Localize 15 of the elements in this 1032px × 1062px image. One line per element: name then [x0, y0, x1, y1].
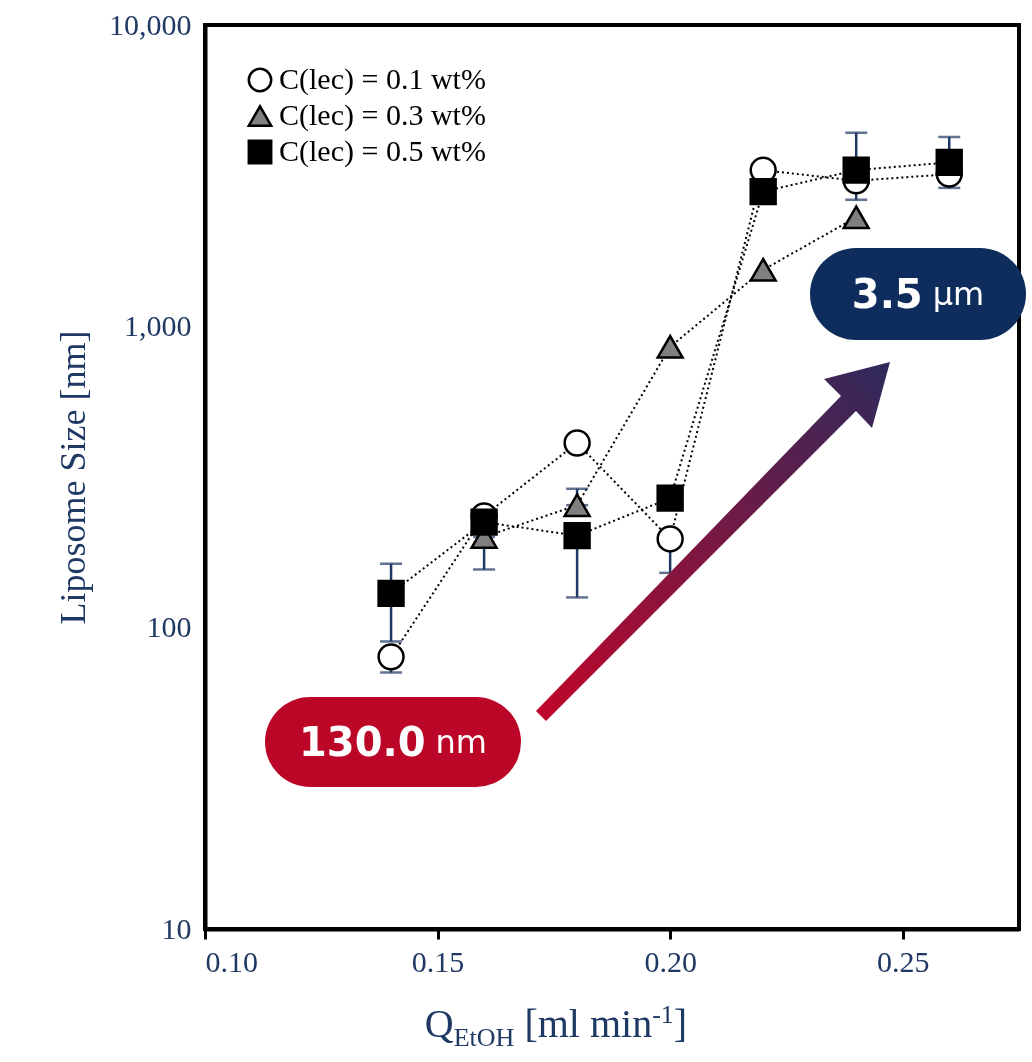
- x-tick-label: 0.10: [205, 944, 258, 978]
- legend-label: C(lec) = 0.3 wt%: [279, 98, 486, 132]
- x-axis-title: Q$_{EtOH}$ [ml min$^{-1}$]: [423, 1000, 689, 1054]
- annotation: 3.5 μm: [851, 271, 985, 317]
- y-tick-label: 100: [146, 610, 192, 644]
- legend-label: C(lec) = 0.5 wt%: [279, 134, 486, 168]
- y-tick-label: 10: [161, 911, 192, 945]
- annotation: 130.0 nm: [299, 719, 487, 765]
- x-tick-label: 0.25: [876, 944, 930, 978]
- y-axis-title: Liposome Size [nm]: [53, 330, 93, 625]
- x-tick-label: 0.15: [411, 944, 465, 978]
- legend-label: C(lec) = 0.1 wt%: [279, 62, 486, 96]
- x-tick-label: 0.20: [644, 944, 697, 978]
- y-tick-label: 1,000: [124, 308, 192, 342]
- y-tick-label: 10,000: [109, 7, 192, 41]
